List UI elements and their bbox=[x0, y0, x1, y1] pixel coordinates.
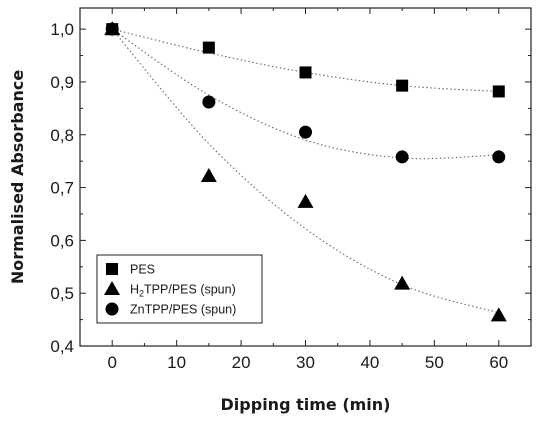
legend-box bbox=[96, 254, 263, 324]
x-tick-label: 50 bbox=[425, 353, 444, 372]
data-point-circle bbox=[492, 150, 506, 164]
y-tick-label: 0,7 bbox=[50, 179, 74, 198]
data-point-square bbox=[492, 85, 505, 98]
data-point-circle bbox=[105, 22, 119, 36]
x-axis-title: Dipping time (min) bbox=[221, 395, 391, 414]
markers-layer bbox=[104, 21, 507, 322]
data-point-circle bbox=[395, 150, 409, 164]
x-tick-label: 30 bbox=[296, 353, 315, 372]
x-tick-label: 20 bbox=[232, 353, 251, 372]
legend-label: H2TPP/PES (spun) bbox=[130, 283, 236, 299]
legend-marker-square bbox=[106, 263, 118, 275]
y-tick-label: 0,8 bbox=[50, 126, 74, 145]
x-tick-label: 40 bbox=[360, 353, 379, 372]
y-tick-label: 0,5 bbox=[50, 284, 74, 303]
legend: PES H2TPP/PES (spun) ZnTPP/PES (spun) bbox=[96, 254, 263, 324]
y-tick-label: 0,4 bbox=[50, 337, 74, 356]
data-point-triangle bbox=[297, 193, 314, 208]
x-tick-label: 10 bbox=[167, 353, 186, 372]
fit-line-circle bbox=[111, 28, 499, 160]
data-point-square bbox=[299, 66, 312, 79]
data-point-triangle bbox=[200, 167, 217, 182]
fit-line-square bbox=[112, 28, 499, 92]
data-point-triangle bbox=[394, 275, 411, 290]
y-tick-label: 0,6 bbox=[50, 231, 74, 250]
legend-label: ZnTPP/PES (spun) bbox=[130, 303, 236, 317]
data-point-square bbox=[396, 79, 409, 92]
data-point-square bbox=[202, 41, 215, 54]
y-tick-label: 1,0 bbox=[50, 20, 74, 39]
x-tick-label: 0 bbox=[107, 353, 116, 372]
data-point-triangle bbox=[490, 307, 507, 322]
data-point-circle bbox=[202, 95, 216, 109]
y-axis-title: Normalised Absorbance bbox=[8, 70, 27, 284]
fit-lines-layer bbox=[111, 28, 499, 314]
x-tick-label: 60 bbox=[489, 353, 508, 372]
legend-marker-circle bbox=[105, 302, 119, 316]
axes-layer: 0 10 20 30 40 50 60 0,4 0,5 0,6 0,7 0,8 0,9 1,0 bbox=[50, 7, 532, 372]
data-point-circle bbox=[299, 125, 312, 139]
legend-label: PES bbox=[130, 263, 155, 277]
fit-line-triangle bbox=[111, 28, 499, 314]
y-tick-label: 0,9 bbox=[50, 73, 74, 92]
legend-marker-triangle bbox=[104, 281, 120, 295]
